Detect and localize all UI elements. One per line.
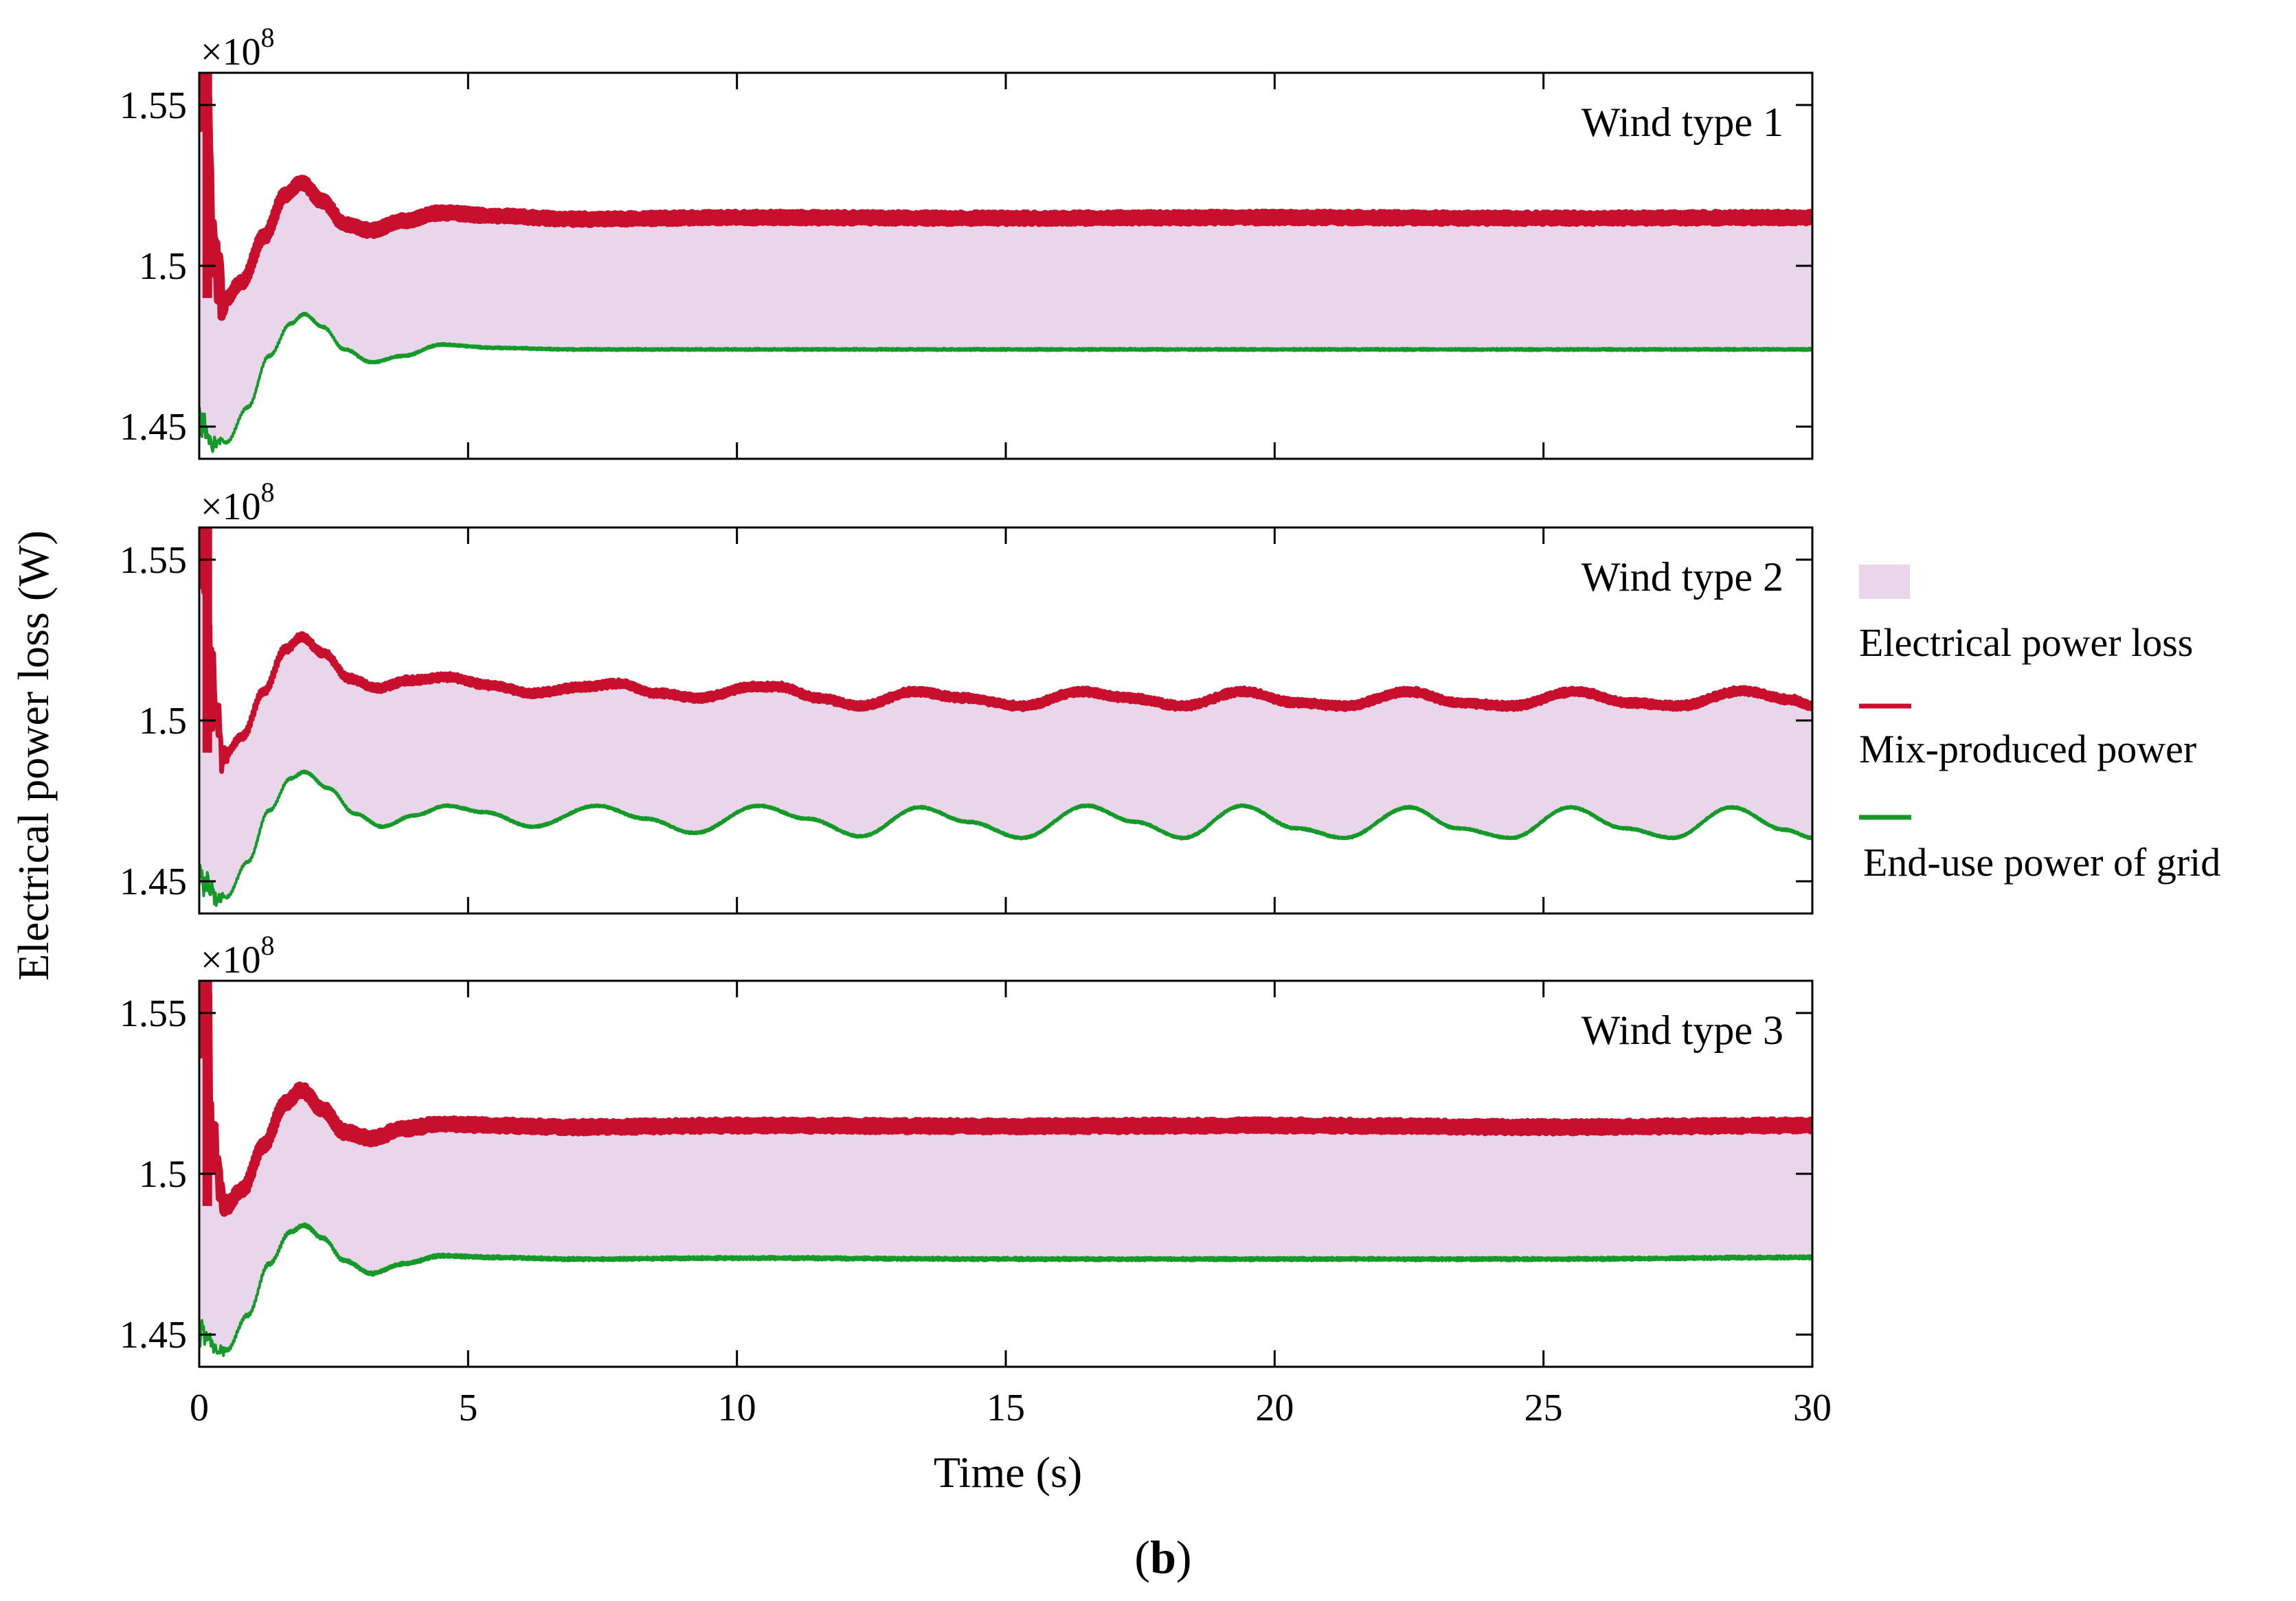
y-tick-label: 1.45 (120, 406, 187, 448)
loss-area (199, 527, 1812, 906)
y-tick-label: 1.5 (139, 245, 187, 288)
end-use-power-line (199, 1222, 1812, 1357)
legend-loss-label: Electrical power loss (1859, 620, 2193, 665)
panel-title: Wind type 2 (1582, 554, 1783, 600)
y-axis-title: Electrical power loss (W) (9, 530, 58, 981)
legend-mix-label: Mix-produced power (1859, 727, 2196, 771)
y-exponent-label: ×108 (201, 22, 275, 73)
y-tick-label: 1.55 (120, 539, 187, 582)
mix-produced-power-line (199, 73, 1812, 321)
panel-1: 1.45 1.5 1.55 ×108 Wind type 1 (120, 22, 1814, 460)
y-tick-label: 1.5 (139, 1153, 187, 1196)
panel-title: Wind type 1 (1582, 100, 1783, 145)
x-tick-label: 15 (987, 1387, 1025, 1429)
y-tick-label: 1.45 (120, 861, 187, 903)
y-tick-label: 1.55 (120, 84, 187, 127)
panel-3-plot-area (199, 981, 1812, 1357)
x-tick-label: 5 (458, 1387, 477, 1429)
end-use-power-line (199, 769, 1812, 907)
mix-produced-power-line (199, 981, 1812, 1217)
x-tick-label: 0 (190, 1387, 209, 1429)
end-use-power-line (199, 311, 1812, 453)
legend-loss-swatch (1859, 565, 1910, 599)
panel-title: Wind type 3 (1582, 1008, 1783, 1053)
legend-enduse-label: End-use power of grid (1863, 840, 2220, 885)
panel-2-plot-area (199, 527, 1812, 907)
y-tick-label: 1.45 (120, 1314, 187, 1356)
panel-1-plot-area (199, 73, 1812, 453)
x-tick-label: 25 (1524, 1387, 1563, 1429)
figure-caption: (b) (1134, 1531, 1191, 1583)
x-tick-label: 20 (1255, 1387, 1294, 1429)
loss-area (199, 981, 1812, 1356)
x-tick-label: 10 (718, 1387, 756, 1429)
legend: Electrical power loss Mix-produced power… (1859, 565, 2220, 885)
loss-area (199, 73, 1812, 452)
y-exponent-label: ×108 (201, 477, 275, 528)
x-tick-label: 30 (1793, 1387, 1832, 1429)
y-exponent-label: ×108 (201, 930, 275, 981)
x-axis-title: Time (s) (934, 1448, 1082, 1497)
panel-2: 1.45 1.5 1.55 ×108 Wind type 2 (120, 477, 1814, 915)
y-tick-label: 1.5 (139, 700, 187, 742)
mix-produced-power-line (199, 527, 1812, 774)
y-tick-label: 1.55 (120, 992, 187, 1035)
panel-3: 1.45 1.5 1.55 0 5 10 15 20 25 30 ×108 Wind type 3 (120, 930, 1832, 1429)
